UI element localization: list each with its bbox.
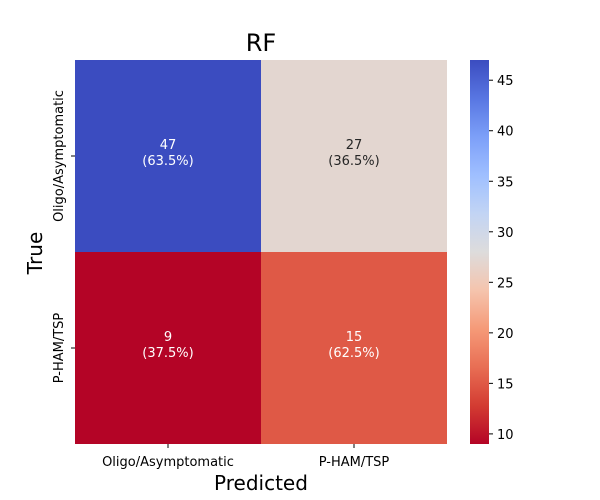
- colorbar-tick-label: 15: [497, 377, 514, 392]
- colorbar: [470, 60, 489, 444]
- colorbar-tick-label: 25: [497, 276, 514, 291]
- colorbar-tick-label: 35: [497, 175, 514, 190]
- cell-count-label: 27: [346, 138, 363, 153]
- y-tick-label: Oligo/Asymptomatic: [52, 90, 67, 222]
- colorbar-tick-label: 20: [497, 327, 514, 342]
- y-tick-label: P-HAM/TSP: [52, 313, 67, 384]
- cell-percent-label: (37.5%): [142, 346, 193, 361]
- heatmap-cell: [75, 60, 261, 252]
- colorbar-tick-label: 45: [497, 74, 514, 89]
- x-tick-label: Oligo/Asymptomatic: [102, 455, 234, 470]
- colorbar-tick-label: 30: [497, 226, 514, 241]
- cell-count-label: 47: [160, 138, 177, 153]
- cell-percent-label: (36.5%): [328, 154, 379, 169]
- colorbar-ticks: 10 15 20 25 30 35 40 45: [489, 74, 514, 443]
- cell-percent-label: (63.5%): [142, 154, 193, 169]
- chart-title: RF: [246, 29, 276, 57]
- heatmap-cell: [261, 60, 447, 252]
- x-axis-ticks: Oligo/Asymptomatic P-HAM/TSP: [102, 444, 389, 470]
- x-axis-label: Predicted: [214, 471, 308, 495]
- x-tick-label: P-HAM/TSP: [319, 455, 390, 470]
- y-axis-ticks: Oligo/Asymptomatic P-HAM/TSP: [52, 90, 75, 383]
- colorbar-tick-label: 10: [497, 428, 514, 443]
- colorbar-tick-label: 40: [497, 125, 514, 140]
- heatmap-cell: [261, 252, 447, 444]
- cell-percent-label: (62.5%): [328, 346, 379, 361]
- heatmap-cell: [75, 252, 261, 444]
- y-axis-label: True: [23, 232, 47, 275]
- cell-count-label: 9: [164, 330, 172, 345]
- cell-count-label: 15: [346, 330, 363, 345]
- heatmap-cells: 47(63.5%) 27(36.5%) 9(37.5%) 15(62.5%): [75, 60, 447, 444]
